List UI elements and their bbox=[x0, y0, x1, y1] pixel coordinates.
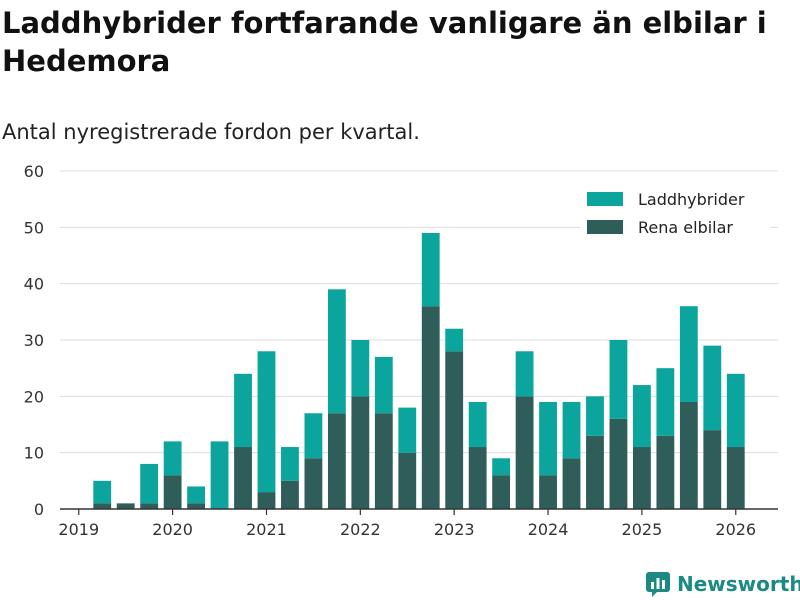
legend: Laddhybrider Rena elbilar bbox=[580, 184, 770, 240]
x-tick-label: 2020 bbox=[152, 520, 193, 539]
bar-laddhybrider bbox=[539, 401, 557, 476]
x-tick-label: 2024 bbox=[528, 520, 569, 539]
bar-laddhybrider bbox=[93, 480, 112, 504]
bar-rena-elbilar bbox=[398, 452, 417, 509]
bar-laddhybrider bbox=[679, 306, 698, 402]
bar-laddhybrider bbox=[562, 401, 581, 459]
x-tick-label: 2019 bbox=[58, 520, 99, 539]
bar-rena-elbilar bbox=[374, 413, 393, 509]
bar-laddhybrider bbox=[445, 328, 464, 352]
bar-laddhybrider bbox=[304, 413, 323, 459]
x-tick-label: 2023 bbox=[434, 520, 475, 539]
bar-laddhybrider bbox=[656, 368, 675, 436]
bar-laddhybrider bbox=[327, 289, 346, 414]
bar-rena-elbilar bbox=[327, 413, 346, 509]
bar-rena-elbilar bbox=[492, 475, 511, 509]
y-tick-label: 60 bbox=[24, 162, 44, 181]
y-axis: 0 10 20 30 40 50 60 bbox=[24, 162, 44, 519]
bar-laddhybrider bbox=[234, 373, 252, 448]
legend-swatch bbox=[587, 192, 623, 206]
bar-rena-elbilar bbox=[351, 396, 370, 509]
x-tick-label: 2021 bbox=[246, 520, 287, 539]
newsworthy-logo: Newsworthy bbox=[645, 568, 800, 600]
bar-laddhybrider bbox=[515, 351, 534, 397]
bar-laddhybrider bbox=[210, 441, 229, 509]
bar-laddhybrider bbox=[374, 356, 393, 414]
bar-rena-elbilar bbox=[140, 503, 159, 509]
y-tick-label: 20 bbox=[24, 387, 44, 406]
bar-laddhybrider bbox=[398, 407, 417, 453]
bars bbox=[93, 232, 745, 509]
legend-swatch bbox=[587, 220, 623, 234]
bar-rena-elbilar bbox=[93, 503, 112, 509]
bar-rena-elbilar bbox=[515, 396, 534, 509]
bar-rena-elbilar bbox=[656, 435, 675, 509]
bar-laddhybrider bbox=[140, 463, 159, 504]
chart-title: Laddhybrider fortfarande vanligare än el… bbox=[2, 6, 767, 78]
x-axis: 2019 2020 2021 2022 2023 2024 2025 2026 bbox=[58, 508, 778, 539]
bar-rena-elbilar bbox=[187, 503, 206, 509]
bar-rena-elbilar bbox=[539, 475, 557, 509]
bar-rena-elbilar bbox=[679, 401, 698, 509]
bar-laddhybrider bbox=[257, 351, 276, 493]
brand-name: Newsworthy bbox=[677, 572, 800, 596]
y-tick-label: 30 bbox=[24, 331, 44, 350]
bar-laddhybrider bbox=[281, 447, 299, 481]
bar-laddhybrider bbox=[726, 373, 745, 448]
x-tick-label: 2022 bbox=[340, 520, 381, 539]
bar-laddhybrider bbox=[187, 486, 206, 504]
bar-rena-elbilar bbox=[703, 430, 722, 509]
bar-laddhybrider bbox=[163, 441, 182, 476]
x-tick-label: 2026 bbox=[715, 520, 756, 539]
bar-rena-elbilar bbox=[281, 480, 299, 509]
bar-rena-elbilar bbox=[257, 492, 276, 509]
x-tick-label: 2025 bbox=[622, 520, 663, 539]
bar-rena-elbilar bbox=[421, 306, 440, 509]
bar-laddhybrider bbox=[632, 385, 651, 448]
bar-rena-elbilar bbox=[304, 458, 323, 509]
bar-rena-elbilar bbox=[445, 351, 464, 509]
bar-laddhybrider bbox=[586, 396, 604, 436]
chart-subtitle: Antal nyregistrerade fordon per kvartal. bbox=[2, 120, 420, 144]
bar-rena-elbilar bbox=[586, 435, 604, 509]
bar-rena-elbilar bbox=[632, 447, 651, 509]
bar-rena-elbilar bbox=[468, 447, 487, 509]
bar-rena-elbilar bbox=[562, 458, 581, 509]
legend-label: Laddhybrider bbox=[638, 190, 745, 209]
bar-rena-elbilar bbox=[234, 447, 252, 509]
bar-laddhybrider bbox=[351, 340, 370, 397]
bar-rena-elbilar bbox=[116, 503, 135, 509]
bar-laddhybrider bbox=[468, 401, 487, 448]
y-tick-label: 40 bbox=[24, 275, 44, 294]
bar-laddhybrider bbox=[492, 458, 511, 476]
y-tick-label: 50 bbox=[24, 218, 44, 237]
legend-label: Rena elbilar bbox=[638, 218, 733, 237]
bar-laddhybrider bbox=[703, 345, 722, 431]
bar-laddhybrider bbox=[609, 340, 628, 419]
newsworthy-logo-icon bbox=[646, 572, 670, 597]
y-tick-label: 10 bbox=[24, 444, 44, 463]
bar-laddhybrider bbox=[421, 232, 440, 307]
y-tick-label: 0 bbox=[34, 500, 44, 519]
bar-rena-elbilar bbox=[726, 447, 745, 509]
bar-rena-elbilar bbox=[609, 418, 628, 509]
bar-rena-elbilar bbox=[163, 475, 182, 509]
